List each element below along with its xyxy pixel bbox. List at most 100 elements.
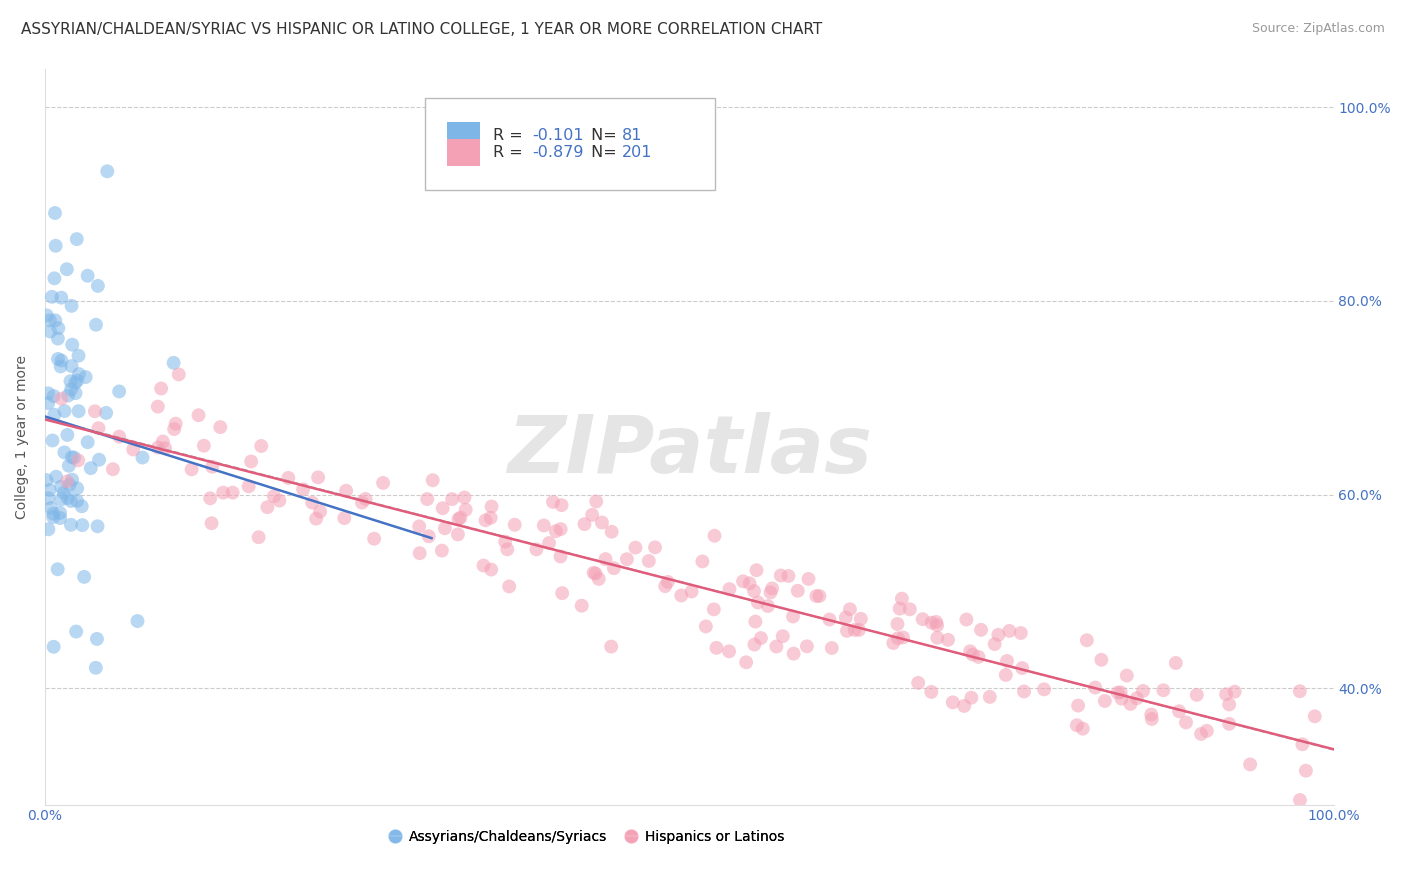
Point <box>66 481 89 495</box>
Point <box>44 408 66 422</box>
Point <box>60 383 83 397</box>
Point <box>756 599 779 613</box>
Point <box>49 506 72 520</box>
Point <box>51 392 73 406</box>
Text: R =: R = <box>494 145 529 160</box>
Point <box>87 279 110 293</box>
Point <box>60 473 83 487</box>
Point <box>73 570 96 584</box>
Point <box>180 462 202 476</box>
Point <box>80 461 103 475</box>
Point <box>83 404 105 418</box>
Point <box>782 609 804 624</box>
Point <box>70 500 93 514</box>
Point <box>839 602 862 616</box>
Text: N=: N= <box>586 145 621 160</box>
Point <box>745 563 768 577</box>
Point <box>408 546 430 560</box>
Point <box>45 469 67 483</box>
Point <box>59 374 82 388</box>
Point <box>550 498 572 512</box>
Point <box>60 337 83 351</box>
Point <box>1084 681 1107 695</box>
Point <box>441 492 464 507</box>
Point <box>692 554 714 568</box>
Point <box>953 698 976 713</box>
Point <box>238 479 260 493</box>
Point <box>537 536 560 550</box>
Point <box>644 541 666 555</box>
Point <box>1288 684 1310 698</box>
Point <box>1152 683 1174 698</box>
Point <box>898 602 921 616</box>
Point <box>38 313 60 327</box>
Point <box>35 473 58 487</box>
Point <box>1109 685 1132 699</box>
Point <box>637 554 659 568</box>
Point <box>56 428 79 442</box>
Point <box>432 501 454 516</box>
Point <box>769 568 792 582</box>
Point <box>616 552 638 566</box>
Point <box>1011 661 1033 675</box>
Point <box>747 595 769 609</box>
Point <box>447 512 470 526</box>
Point <box>37 396 59 410</box>
Point <box>765 640 787 654</box>
Point <box>808 589 831 603</box>
Point <box>1175 715 1198 730</box>
Point <box>703 602 725 616</box>
Point <box>201 516 224 531</box>
Point <box>921 615 943 630</box>
Point <box>959 644 981 658</box>
Point <box>301 495 323 509</box>
Point <box>1094 694 1116 708</box>
Point <box>744 638 766 652</box>
Point <box>983 637 1005 651</box>
Point <box>87 452 110 467</box>
Point <box>1067 698 1090 713</box>
Point <box>772 629 794 643</box>
Point <box>56 388 79 402</box>
Point <box>60 450 83 465</box>
Point <box>41 290 63 304</box>
Point <box>533 518 555 533</box>
Point <box>821 640 844 655</box>
Point <box>749 631 772 645</box>
Point <box>56 491 79 505</box>
Point <box>761 582 783 596</box>
Point <box>37 386 59 401</box>
Point <box>193 439 215 453</box>
Point <box>67 404 90 418</box>
Point <box>63 450 86 465</box>
Point <box>44 206 66 220</box>
Point <box>67 349 90 363</box>
Point <box>269 493 291 508</box>
Point <box>37 522 59 536</box>
Point <box>960 690 983 705</box>
Point <box>911 612 934 626</box>
Point <box>1107 685 1129 699</box>
Point <box>541 495 564 509</box>
Point <box>453 491 475 505</box>
Point <box>56 262 79 277</box>
Point <box>551 586 574 600</box>
Text: N=: N= <box>586 128 621 143</box>
Point <box>600 524 623 539</box>
Point <box>108 429 131 443</box>
Point <box>49 492 72 507</box>
Point <box>1195 723 1218 738</box>
Point <box>848 623 870 637</box>
Point <box>44 271 66 285</box>
Point <box>51 353 73 368</box>
Point <box>844 623 866 637</box>
Point <box>167 368 190 382</box>
Point <box>550 549 572 564</box>
Text: 81: 81 <box>623 128 643 143</box>
Point <box>887 631 910 645</box>
Point <box>600 640 623 654</box>
Point <box>955 613 977 627</box>
Point <box>42 640 65 654</box>
Point <box>889 601 911 615</box>
Point <box>131 450 153 465</box>
